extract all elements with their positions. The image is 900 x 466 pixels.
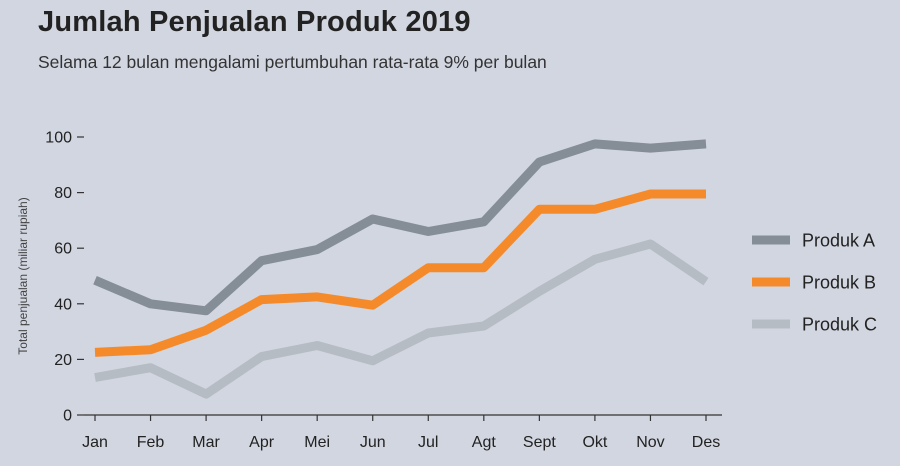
y-tick-label: 20 bbox=[54, 352, 72, 369]
chart-subtitle: Selama 12 bulan mengalami pertumbuhan ra… bbox=[38, 52, 547, 72]
y-tick-label: 0 bbox=[63, 408, 72, 425]
x-tick-label: Feb bbox=[137, 434, 165, 451]
x-tick-label: Nov bbox=[636, 434, 664, 451]
x-tick-label: Jan bbox=[82, 434, 108, 451]
x-tick-label: Apr bbox=[249, 434, 275, 451]
legend-label: Produk A bbox=[802, 231, 875, 251]
series-line-produk-b bbox=[94, 189, 706, 357]
y-tick-label: 100 bbox=[45, 130, 72, 147]
y-tick-label: 40 bbox=[54, 296, 72, 313]
y-tick-label: 80 bbox=[54, 185, 72, 202]
x-tick-label: Des bbox=[692, 434, 720, 451]
x-tick-label: Okt bbox=[582, 434, 607, 451]
chart-legend: Produk A Produk B Produk C bbox=[752, 231, 877, 335]
y-tick-label: 60 bbox=[54, 241, 72, 258]
x-tick-label: Agt bbox=[472, 434, 497, 451]
y-axis-label: Total penjualan (miliar rupiah) bbox=[16, 197, 30, 354]
x-tick-label: Sept bbox=[523, 434, 556, 451]
legend-label: Produk C bbox=[802, 315, 877, 335]
x-tick-label: Jul bbox=[418, 434, 438, 451]
x-tick-label: Mar bbox=[192, 434, 220, 451]
series-line-produk-c bbox=[94, 239, 709, 399]
chart-axes: 0 20 40 60 80 100 Jan Feb Mar Apr Mei Jun Jul Agt Sept… bbox=[16, 130, 722, 451]
chart-title: Jumlah Penjualan Produk 2019 bbox=[38, 6, 471, 38]
chart-series-lines bbox=[93, 139, 709, 399]
x-tick-label: Mei bbox=[304, 434, 330, 451]
legend-label: Produk B bbox=[802, 273, 876, 293]
series-line-produk-a bbox=[93, 139, 707, 316]
x-tick-label: Jun bbox=[360, 434, 386, 451]
